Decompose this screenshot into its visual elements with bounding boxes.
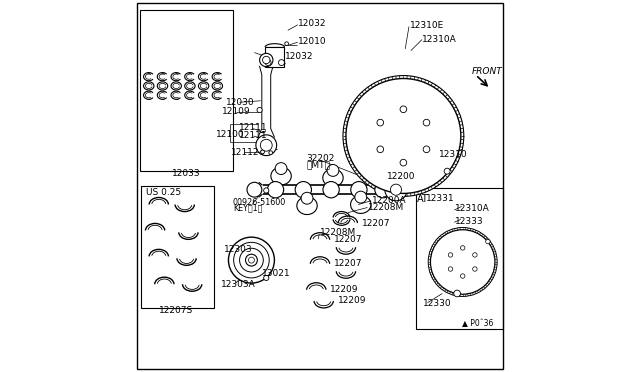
Text: 12032: 12032 <box>285 52 314 61</box>
Text: 12033: 12033 <box>172 169 200 177</box>
Circle shape <box>346 78 461 193</box>
Text: 00926-51600: 00926-51600 <box>233 198 286 207</box>
Text: 12200A: 12200A <box>372 196 406 205</box>
Circle shape <box>260 150 264 154</box>
Circle shape <box>257 108 262 113</box>
Circle shape <box>448 267 452 271</box>
Circle shape <box>400 106 407 113</box>
Circle shape <box>473 267 477 271</box>
Circle shape <box>262 56 270 64</box>
Circle shape <box>486 239 490 244</box>
Circle shape <box>265 60 271 65</box>
Circle shape <box>278 60 284 65</box>
Text: 12032: 12032 <box>298 19 326 28</box>
Circle shape <box>390 184 401 195</box>
Bar <box>415 188 504 329</box>
Circle shape <box>247 182 262 197</box>
Circle shape <box>444 168 450 174</box>
Text: 12310A: 12310A <box>422 35 457 44</box>
Circle shape <box>460 274 465 278</box>
Text: 12207: 12207 <box>334 235 363 244</box>
Circle shape <box>454 290 460 297</box>
Text: 12207: 12207 <box>362 219 390 228</box>
Circle shape <box>385 179 407 201</box>
Text: 12310E: 12310E <box>410 21 444 30</box>
Bar <box>265 47 284 67</box>
Circle shape <box>275 163 287 174</box>
Circle shape <box>301 192 313 204</box>
Circle shape <box>264 188 269 193</box>
Circle shape <box>423 119 430 126</box>
Text: 12200: 12200 <box>387 172 415 181</box>
Circle shape <box>228 237 275 283</box>
Circle shape <box>260 151 264 154</box>
Circle shape <box>473 253 477 257</box>
Text: 12303A: 12303A <box>221 280 256 289</box>
Circle shape <box>448 253 452 257</box>
Text: 12109: 12109 <box>222 108 250 116</box>
Circle shape <box>377 146 383 153</box>
Circle shape <box>246 254 257 266</box>
Text: 12111: 12111 <box>239 123 268 132</box>
Circle shape <box>327 164 339 176</box>
Circle shape <box>260 139 272 151</box>
Circle shape <box>268 182 284 198</box>
Circle shape <box>269 151 273 154</box>
Text: （MT）: （MT） <box>307 160 330 169</box>
Circle shape <box>375 182 391 198</box>
Text: 13021: 13021 <box>262 269 291 278</box>
Circle shape <box>260 53 273 67</box>
Text: 12208M: 12208M <box>320 228 356 237</box>
Circle shape <box>248 257 255 263</box>
Text: 12207S: 12207S <box>159 306 193 315</box>
Circle shape <box>264 275 269 280</box>
Circle shape <box>295 182 312 198</box>
Text: 12208M: 12208M <box>368 203 404 212</box>
Text: 12030: 12030 <box>225 98 254 107</box>
Text: 12209: 12209 <box>338 296 366 305</box>
Circle shape <box>431 230 495 294</box>
Circle shape <box>234 242 269 278</box>
Text: 12010: 12010 <box>298 37 326 46</box>
Text: 12331: 12331 <box>426 195 455 203</box>
Circle shape <box>239 248 263 272</box>
Text: 12310: 12310 <box>439 150 468 158</box>
Circle shape <box>377 119 383 126</box>
Circle shape <box>400 159 407 166</box>
Circle shape <box>323 182 339 198</box>
Text: KEY（1）: KEY（1） <box>233 204 262 213</box>
Text: US 0.25: US 0.25 <box>146 188 181 197</box>
Circle shape <box>256 135 276 155</box>
Text: 32202: 32202 <box>306 154 334 163</box>
Circle shape <box>460 246 465 250</box>
Circle shape <box>285 42 289 45</box>
Circle shape <box>351 182 367 198</box>
Text: 12100: 12100 <box>216 129 245 139</box>
Text: 12310A: 12310A <box>454 205 490 214</box>
Bar <box>250 251 253 255</box>
Text: 12111: 12111 <box>239 131 268 140</box>
Text: FRONT: FRONT <box>472 67 502 76</box>
Circle shape <box>343 76 464 196</box>
Circle shape <box>423 146 430 153</box>
Bar <box>141 186 214 308</box>
Text: 12209: 12209 <box>330 285 359 294</box>
Bar <box>140 10 233 171</box>
Circle shape <box>428 228 497 296</box>
Text: AT: AT <box>417 194 429 204</box>
Text: ▲ P0ˆ36: ▲ P0ˆ36 <box>462 320 493 328</box>
Text: 12333: 12333 <box>454 218 483 227</box>
Circle shape <box>355 191 367 203</box>
Text: 12330: 12330 <box>423 299 452 308</box>
Text: 12303: 12303 <box>223 244 252 253</box>
Text: 12207: 12207 <box>334 259 363 268</box>
Text: 12112: 12112 <box>231 148 260 157</box>
